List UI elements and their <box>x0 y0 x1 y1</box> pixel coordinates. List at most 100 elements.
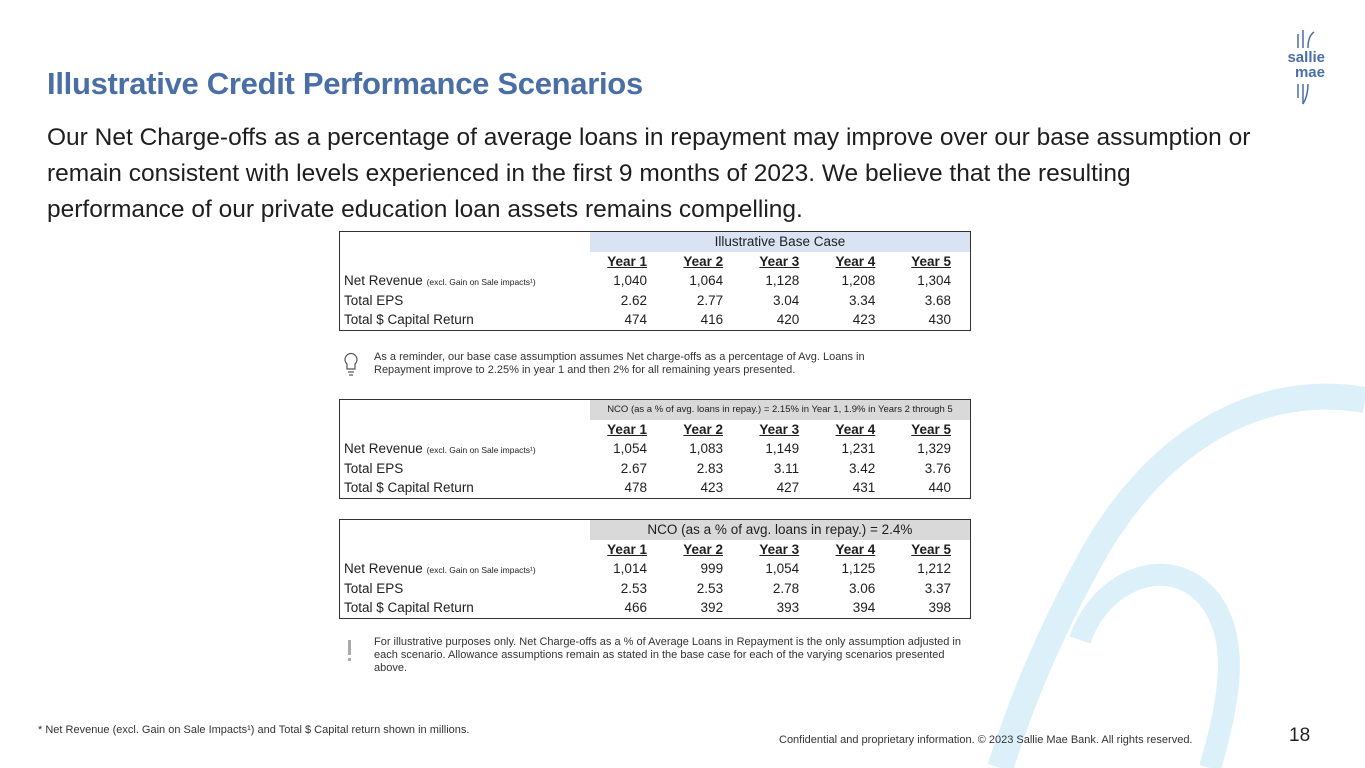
value-cell: 1,054 <box>765 561 800 577</box>
row-label: Total EPS <box>344 580 404 596</box>
value-cell: 1,014 <box>613 561 647 577</box>
intro-text: Our Net Charge-offs as a percentage of a… <box>47 124 1251 223</box>
logo: sallie mae <box>1281 50 1325 80</box>
cell <box>340 232 590 252</box>
header-row: NCO (as a % of avg. loans in repay.) = 2… <box>340 519 971 540</box>
value-cell: 1,128 <box>765 273 800 289</box>
row-note: (excl. Gain on Sale impacts¹) <box>426 445 536 456</box>
value-cell: 1,125 <box>841 561 876 577</box>
cell <box>340 420 590 440</box>
column-header: Year 5 <box>911 541 951 557</box>
value-cell: 466 <box>624 600 647 616</box>
row-label-cell: Total $ Capital Return <box>340 478 590 498</box>
value-cell: 393 <box>776 600 800 616</box>
value-cell: 1,054 <box>613 441 647 457</box>
column-header: Year 4 <box>835 253 876 269</box>
column-header: Year 3 <box>759 541 800 557</box>
column-header: Year 2 <box>683 421 724 437</box>
header-row: NCO (as a % of avg. loans in repay.) = 2… <box>340 399 971 420</box>
row-label: Net Revenue <box>344 273 423 289</box>
value-cell: 394 <box>852 600 876 616</box>
logo-text: sallie <box>1287 49 1325 66</box>
data-row: Net Revenue (excl. Gain on Sale impacts¹… <box>340 559 971 579</box>
column-header: Year 5 <box>911 253 951 269</box>
value-cell: 2.53 <box>620 580 647 596</box>
column-header: Year 3 <box>759 253 800 269</box>
swoosh <box>987 383 1365 768</box>
column-row: Year 1 Year 2 Year 3 Year 4 Year 5 <box>340 420 971 440</box>
column-header: Year 4 <box>835 421 876 437</box>
row-label-cell: Net Revenue (excl. Gain on Sale impacts¹… <box>340 439 590 459</box>
row-note: (excl. Gain on Sale impacts¹) <box>426 565 536 576</box>
value-cell: 2.83 <box>696 460 724 476</box>
value-cell: 3.37 <box>924 580 951 596</box>
value-cell: 2.67 <box>620 460 647 476</box>
row-label-cell: Total EPS <box>340 291 590 311</box>
row-label-cell: Total $ Capital Return <box>340 598 590 618</box>
data-table: Illustrative Base Case Year 1 Year 2 Year 3… <box>339 231 971 331</box>
row-label: Total $ Capital Return <box>344 600 474 616</box>
value-cell: 423 <box>700 480 724 496</box>
row-label: Total $ Capital Return <box>344 480 474 496</box>
column-row: Year 1 Year 2 Year 3 Year 4 Year 5 <box>340 540 971 560</box>
value-cell: 431 <box>852 480 876 496</box>
row-label: Total EPS <box>344 292 404 308</box>
data-row: Net Revenue (excl. Gain on Sale impacts¹… <box>340 439 971 459</box>
value-cell: 3.68 <box>924 292 951 308</box>
row-label: Total $ Capital Return <box>344 312 474 328</box>
value-cell: 2.62 <box>620 292 647 308</box>
value-cell: 420 <box>776 312 800 328</box>
data-table: NCO (as a % of avg. loans in repay.) = 2… <box>339 399 971 499</box>
value-cell: 474 <box>624 312 647 328</box>
value-cell: 3.42 <box>849 460 876 476</box>
column-header: Year 1 <box>607 253 647 269</box>
value-cell: 1,149 <box>765 441 800 457</box>
value-cell: 2.77 <box>696 292 724 308</box>
column-header: Year 2 <box>683 253 724 269</box>
table-header: Illustrative Base Case <box>589 231 971 252</box>
value-cell: 416 <box>700 312 724 328</box>
data-row: Total $ Capital Return 466 392 393 394 398 <box>340 598 971 618</box>
data-row: Net Revenue (excl. Gain on Sale impacts¹… <box>340 271 971 291</box>
column-header: Year 2 <box>683 541 724 557</box>
title: Illustrative Credit Performance Scenario… <box>47 66 643 101</box>
value-cell: 2.78 <box>772 580 800 596</box>
swoosh <box>1069 563 1240 768</box>
column-header: Year 1 <box>607 421 647 437</box>
confidential: Confidential and proprietary information… <box>779 734 1193 746</box>
bulb-icon <box>344 353 358 376</box>
data-row: Total EPS 2.53 2.53 2.78 3.06 3.37 <box>340 579 971 599</box>
row-label-cell: Total $ Capital Return <box>340 310 590 330</box>
value-cell: 1,208 <box>841 273 876 289</box>
column-header: Year 3 <box>759 421 800 437</box>
callout: As a reminder, our base case assumption … <box>374 351 865 376</box>
column-header: Year 4 <box>835 541 876 557</box>
page-number: 18 <box>1289 725 1311 746</box>
value-cell: 1,212 <box>917 561 951 577</box>
cell <box>340 520 590 540</box>
value-cell: 999 <box>700 561 724 577</box>
cell <box>340 400 590 420</box>
value-cell: 423 <box>852 312 876 328</box>
column-row: Year 1 Year 2 Year 3 Year 4 Year 5 <box>340 252 971 272</box>
exclamation-icon <box>348 640 351 661</box>
value-cell: 1,040 <box>613 273 647 289</box>
data-table: NCO (as a % of avg. loans in repay.) = 2… <box>339 519 971 619</box>
value-cell: 1,064 <box>689 273 724 289</box>
value-cell: 3.11 <box>773 460 800 476</box>
logo-text: mae <box>1294 64 1325 81</box>
data-row: Total EPS 2.67 2.83 3.11 3.42 3.76 <box>340 459 971 479</box>
row-label-cell: Total EPS <box>340 459 590 479</box>
data-row: Total EPS 2.62 2.77 3.04 3.34 3.68 <box>340 291 971 311</box>
value-cell: 430 <box>928 312 951 328</box>
row-label: Net Revenue <box>344 561 423 577</box>
column-header: Year 5 <box>911 421 951 437</box>
value-cell: 3.76 <box>924 460 951 476</box>
value-cell: 478 <box>624 480 647 496</box>
header-row: Illustrative Base Case <box>340 231 971 252</box>
value-cell: 398 <box>928 600 951 616</box>
value-cell: 2.53 <box>696 580 724 596</box>
value-cell: 440 <box>928 480 951 496</box>
